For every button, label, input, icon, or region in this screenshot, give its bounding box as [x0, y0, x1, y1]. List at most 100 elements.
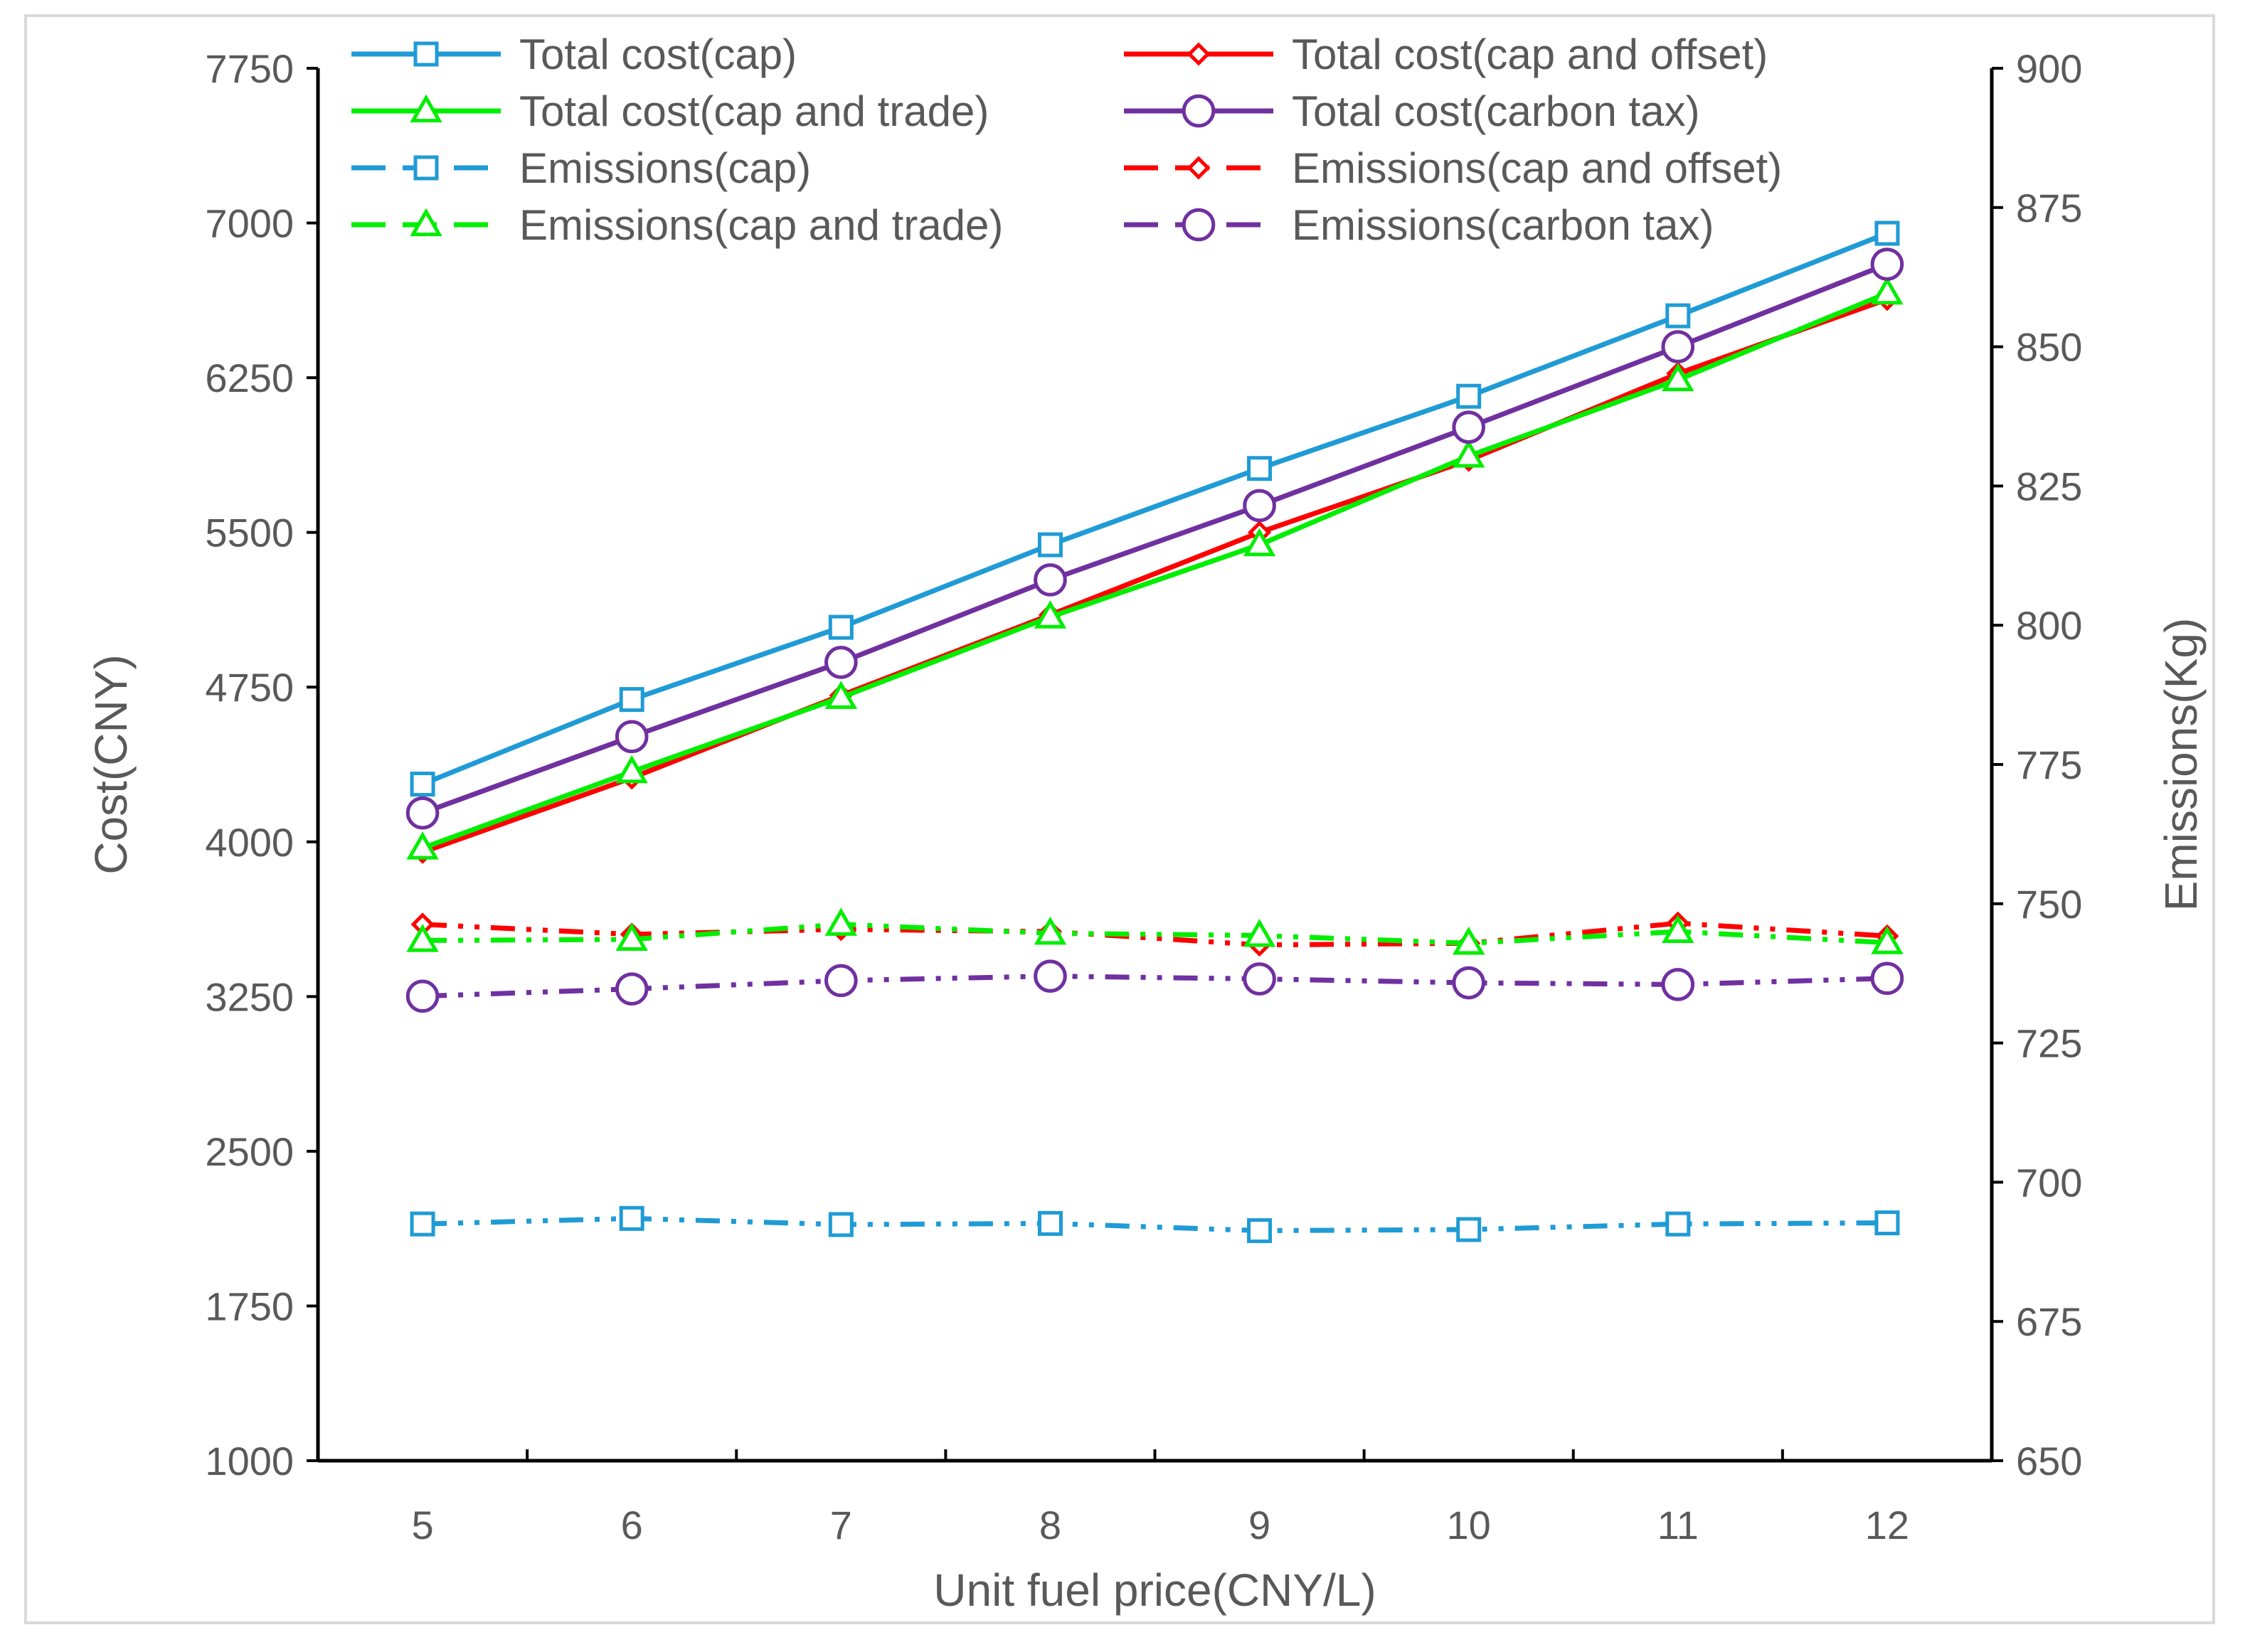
data-point [1874, 1210, 1900, 1236]
legend-swatch-marker [1182, 94, 1216, 128]
data-point [824, 964, 858, 998]
data-point [405, 796, 440, 830]
data-point [1034, 563, 1067, 597]
series-3 [405, 247, 1904, 830]
data-point [410, 1211, 435, 1237]
series-line [422, 1215, 1887, 1234]
data-point [1871, 926, 1904, 954]
data-point [615, 720, 649, 754]
y-tick-label: 1750 [205, 1284, 294, 1328]
data-point [1243, 962, 1276, 996]
data-point [1452, 439, 1485, 468]
data-point [1034, 600, 1067, 629]
data-point [1871, 276, 1904, 305]
axes: 1000175025003250400047505500625070007750… [205, 46, 2082, 1547]
legend-entry: Emissions(cap and offset) [1124, 144, 1782, 192]
data-point [615, 755, 648, 784]
data-point [619, 1205, 644, 1231]
y2-tick-label: 675 [2016, 1299, 2082, 1344]
legend-entry: Emissions(cap and trade) [351, 201, 1003, 249]
y2-tick-label: 825 [2016, 464, 2082, 508]
data-point [1034, 959, 1067, 993]
x-tick-label: 6 [621, 1503, 643, 1547]
legend-label: Emissions(carbon tax) [1292, 201, 1714, 249]
series-line [422, 974, 1888, 999]
data-point [824, 681, 858, 709]
y-tick-label: 4000 [205, 820, 294, 865]
data-point [1874, 220, 1900, 246]
data-point [1456, 1217, 1482, 1242]
data-point [405, 979, 440, 1013]
data-point [615, 922, 648, 952]
series-line [421, 297, 1889, 855]
legend-label: Emissions(cap and offset) [1292, 144, 1782, 192]
y2-tick-label: 750 [2016, 882, 2082, 927]
data-point [406, 831, 439, 860]
legend-swatch-marker [413, 155, 439, 181]
x-tick-label: 11 [1657, 1503, 1699, 1547]
data-point [406, 924, 439, 952]
series-0 [410, 220, 1900, 797]
data-point [1037, 532, 1063, 558]
legend: Total cost(cap) Total cost(cap and offset… [351, 31, 1782, 249]
series-line [421, 262, 1889, 816]
data-point [1870, 247, 1904, 281]
legend-entry: Total cost(carbon tax) [1124, 87, 1700, 135]
data-point [1661, 968, 1695, 1001]
series-6 [406, 907, 1904, 955]
y2-tick-label: 650 [2016, 1439, 2082, 1483]
legend-label: Total cost(carbon tax) [1292, 87, 1700, 135]
chart-frame [24, 14, 2215, 1624]
data-point [1247, 1218, 1273, 1244]
legend-label: Total cost(cap) [519, 31, 797, 78]
y-tick-label: 1000 [205, 1439, 294, 1483]
y2-tick-label: 850 [2016, 325, 2082, 370]
y2-tick-label: 800 [2016, 603, 2082, 648]
data-point [410, 772, 435, 797]
data-point [1452, 926, 1485, 955]
y-tick-label: 7750 [205, 46, 294, 91]
y-tick-label: 4750 [205, 665, 294, 710]
data-point [1662, 363, 1694, 392]
x-tick-label: 8 [1039, 1503, 1061, 1547]
y-tick-label: 6250 [205, 356, 294, 400]
legend-swatch-marker [413, 41, 439, 67]
x-axis-title: Unit fuel price(CNY/L) [933, 1565, 1376, 1616]
legend-entry: Total cost(cap) [351, 31, 797, 78]
y-tick-label: 3250 [205, 974, 294, 1019]
y2-tick-label: 725 [2016, 1021, 2082, 1066]
data-point [1870, 961, 1904, 996]
data-point [1661, 330, 1695, 363]
series-layer [405, 220, 1904, 1244]
legend-label: Total cost(cap and offset) [1292, 31, 1768, 78]
y-tick-label: 5500 [205, 511, 294, 555]
data-point [1665, 1211, 1691, 1237]
x-tick-label: 7 [830, 1503, 852, 1547]
series-line [421, 230, 1889, 787]
y-tick-label: 2500 [205, 1129, 294, 1174]
y2-axis-title: Emissions(Kg) [2155, 618, 2207, 912]
y2-tick-label: 875 [2016, 186, 2082, 230]
data-point [1456, 383, 1482, 409]
legend-label: Emissions(cap and trade) [519, 201, 1003, 249]
data-point [828, 614, 854, 640]
x-tick-label: 5 [411, 1503, 433, 1547]
data-point [828, 1212, 854, 1237]
data-point [1243, 489, 1276, 523]
y-axis-title: Cost(CNY) [85, 654, 137, 874]
legend-swatch-marker [1187, 42, 1211, 66]
series-line [421, 290, 1889, 851]
legend-entry: Total cost(cap and offset) [1124, 31, 1768, 78]
data-point [1665, 303, 1691, 329]
data-point [1037, 1210, 1063, 1236]
legend-swatch-marker [410, 208, 442, 237]
data-point [1662, 915, 1694, 944]
legend-swatch-marker [1182, 208, 1216, 242]
data-point [1452, 410, 1485, 444]
legend-entry: Emissions(carbon tax) [1124, 201, 1714, 249]
x-tick-label: 10 [1447, 1503, 1491, 1547]
data-point [824, 907, 858, 936]
legend-entry: Emissions(cap) [351, 144, 811, 192]
legend-swatch-marker [1187, 156, 1211, 180]
